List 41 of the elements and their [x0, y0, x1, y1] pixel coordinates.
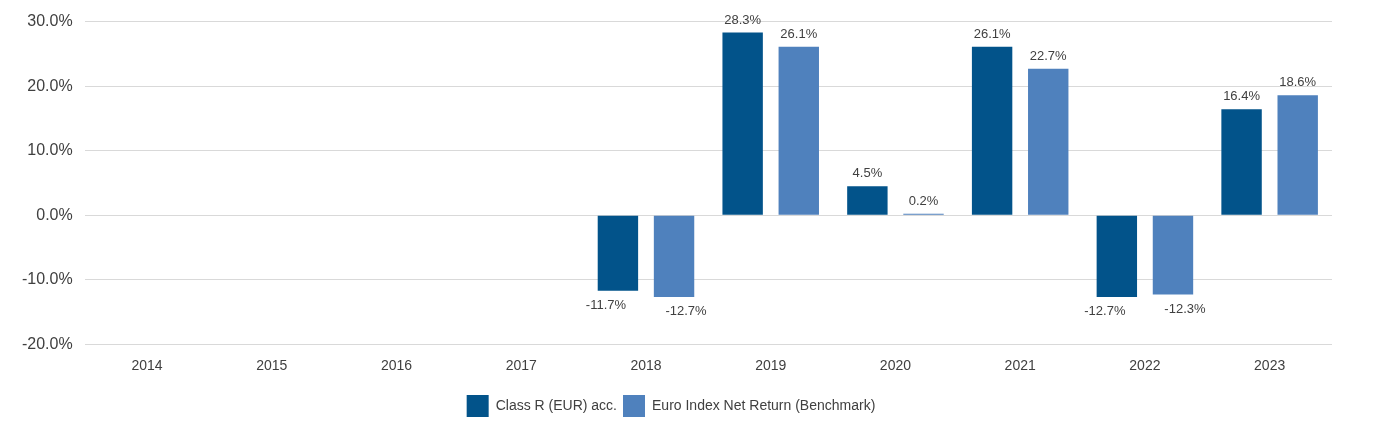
- bar: [653, 215, 695, 298]
- bar: [597, 215, 639, 291]
- x-tick-label: 2019: [755, 357, 787, 374]
- bar: [971, 46, 1013, 215]
- x-tick-label: 2020: [879, 357, 912, 374]
- y-tick-label: 30.0%: [27, 12, 73, 30]
- bar: [1221, 109, 1262, 215]
- data-label: 18.6%: [1279, 74, 1317, 90]
- y-tick-label: 20.0%: [27, 76, 73, 94]
- x-tick-label: 2015: [256, 357, 288, 374]
- bar: [1028, 68, 1069, 215]
- y-tick-label: -10.0%: [21, 270, 73, 288]
- y-tick-label: -20.0%: [21, 334, 73, 352]
- data-label: -12.7%: [665, 303, 708, 319]
- data-label: -12.7%: [1084, 303, 1126, 319]
- legend-label: Euro Index Net Return (Benchmark): [652, 396, 876, 413]
- bar: [1152, 215, 1194, 295]
- data-label: -12.3%: [1164, 300, 1206, 316]
- data-label: 16.4%: [1223, 88, 1261, 104]
- x-tick-label: 2021: [1004, 357, 1036, 374]
- data-label: 26.1%: [973, 25, 1011, 41]
- data-label: 0.2%: [908, 192, 939, 208]
- x-tick-label: 2014: [131, 357, 163, 374]
- bar: [778, 46, 819, 215]
- x-tick-label: 2016: [380, 357, 413, 374]
- data-label: -11.7%: [585, 296, 627, 312]
- data-label: 22.7%: [1029, 47, 1068, 63]
- bar: [847, 186, 888, 215]
- y-tick-label: 0.0%: [36, 205, 73, 223]
- x-tick-label: 2022: [1129, 357, 1161, 374]
- x-tick-label: 2023: [1254, 357, 1286, 374]
- data-label: 26.1%: [780, 25, 818, 41]
- data-label: 4.5%: [852, 165, 883, 181]
- y-tick-label: 10.0%: [27, 141, 73, 159]
- bar: [722, 32, 763, 215]
- x-tick-label: 2018: [630, 357, 662, 374]
- bar: [1096, 215, 1138, 298]
- x-tick-label: 2017: [505, 357, 538, 374]
- bar: [1277, 95, 1318, 215]
- data-label: 28.3%: [724, 11, 762, 27]
- legend-label: Class R (EUR) acc.: [495, 396, 618, 413]
